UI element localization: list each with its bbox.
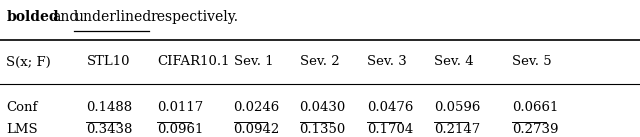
Text: Conf: Conf xyxy=(6,101,38,114)
Text: bolded: bolded xyxy=(6,10,59,24)
Text: underlined: underlined xyxy=(74,10,152,24)
Text: 0.2147: 0.2147 xyxy=(434,123,480,136)
Text: 0.0476: 0.0476 xyxy=(367,101,413,114)
Text: S(x; F): S(x; F) xyxy=(6,55,51,68)
Text: 0.2739: 0.2739 xyxy=(512,123,559,136)
Text: 0.1704: 0.1704 xyxy=(367,123,413,136)
Text: 0.0596: 0.0596 xyxy=(434,101,480,114)
Text: respectively.: respectively. xyxy=(150,10,238,24)
Text: CIFAR10.1: CIFAR10.1 xyxy=(157,55,229,68)
Text: 0.1350: 0.1350 xyxy=(300,123,346,136)
Text: 0.0117: 0.0117 xyxy=(157,101,203,114)
Text: Sev. 4: Sev. 4 xyxy=(434,55,474,68)
Text: 0.0942: 0.0942 xyxy=(234,123,280,136)
Text: 0.3438: 0.3438 xyxy=(86,123,132,136)
Text: 0.0961: 0.0961 xyxy=(157,123,203,136)
Text: LMS: LMS xyxy=(6,123,38,136)
Text: Sev. 2: Sev. 2 xyxy=(300,55,339,68)
Text: 0.0246: 0.0246 xyxy=(234,101,280,114)
Text: Sev. 3: Sev. 3 xyxy=(367,55,406,68)
Text: STL10: STL10 xyxy=(86,55,130,68)
Text: Sev. 1: Sev. 1 xyxy=(234,55,273,68)
Text: and: and xyxy=(52,10,79,24)
Text: 0.0430: 0.0430 xyxy=(300,101,346,114)
Text: Sev. 5: Sev. 5 xyxy=(512,55,552,68)
Text: 0.1488: 0.1488 xyxy=(86,101,132,114)
Text: 0.0661: 0.0661 xyxy=(512,101,558,114)
